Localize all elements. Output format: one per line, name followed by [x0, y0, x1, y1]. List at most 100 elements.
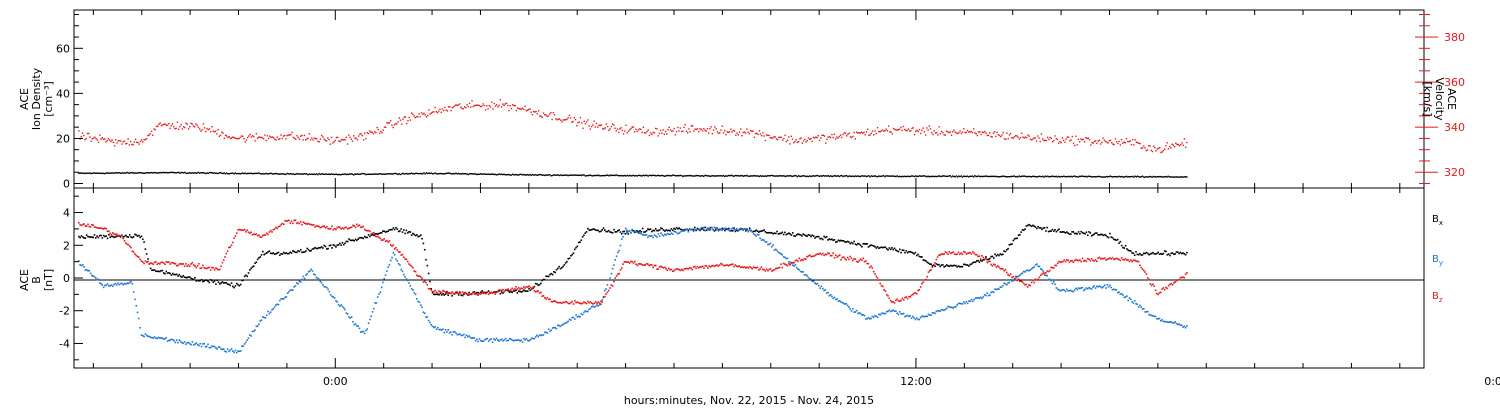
data-point — [440, 294, 443, 296]
data-point — [306, 273, 309, 275]
data-point — [870, 265, 872, 268]
data-point — [677, 232, 679, 235]
data-point — [749, 175, 752, 177]
data-point — [101, 172, 103, 174]
data-point — [212, 172, 214, 174]
data-point — [1114, 138, 1117, 140]
data-point — [1170, 252, 1173, 255]
data-point — [563, 174, 566, 177]
data-point — [974, 132, 976, 134]
data-point — [476, 173, 478, 176]
data-point — [489, 173, 492, 176]
data-point — [603, 128, 605, 130]
data-point — [345, 173, 347, 176]
data-point — [194, 126, 196, 128]
data-point — [842, 302, 845, 305]
data-point — [416, 297, 418, 300]
data-point — [1002, 131, 1004, 134]
data-point — [496, 290, 499, 293]
data-point — [756, 175, 758, 177]
data-point — [1159, 146, 1161, 149]
data-point — [366, 229, 369, 232]
data-point — [987, 294, 990, 297]
data-point — [795, 234, 798, 236]
data-point — [226, 135, 228, 137]
magnetic-x-ticks — [92, 188, 1401, 368]
data-point — [761, 238, 764, 241]
data-point — [1165, 144, 1167, 147]
data-point — [1083, 141, 1086, 143]
data-point — [117, 234, 119, 237]
data-point — [985, 175, 987, 177]
data-point — [844, 303, 846, 305]
data-point — [777, 175, 779, 177]
data-point — [1107, 142, 1109, 144]
data-point — [1005, 138, 1007, 140]
data-point — [315, 225, 318, 227]
data-point — [819, 252, 821, 255]
data-point — [559, 325, 562, 328]
data-point — [652, 236, 654, 239]
data-point — [794, 174, 796, 177]
data-point — [782, 256, 785, 258]
data-point — [153, 336, 156, 338]
data-point — [170, 261, 173, 264]
data-point — [688, 267, 691, 269]
data-point — [1032, 175, 1034, 178]
data-point — [196, 265, 199, 267]
data-point — [221, 281, 224, 283]
data-point — [81, 132, 84, 134]
data-point — [979, 131, 981, 133]
data-point — [737, 229, 739, 232]
data-point — [991, 175, 993, 178]
data-point — [694, 229, 696, 231]
data-point — [742, 228, 744, 231]
data-point — [1184, 273, 1187, 275]
data-point — [992, 291, 995, 294]
data-point — [806, 175, 808, 177]
data-point — [114, 282, 117, 285]
data-point — [700, 228, 703, 231]
data-point — [1182, 252, 1184, 254]
data-point — [487, 293, 490, 296]
data-point — [464, 336, 466, 339]
data-point — [538, 292, 541, 294]
data-point — [565, 174, 567, 176]
data-point — [494, 105, 497, 107]
data-point — [88, 132, 90, 135]
data-point — [182, 126, 185, 128]
data-point — [145, 261, 148, 263]
data-point — [1126, 259, 1128, 261]
data-point — [361, 330, 363, 333]
data-point — [121, 172, 123, 174]
data-point — [1004, 283, 1007, 285]
data-point — [339, 226, 341, 229]
data-point — [333, 227, 336, 230]
data-point — [790, 234, 793, 236]
data-point — [535, 110, 537, 113]
data-point — [830, 175, 832, 177]
data-point — [436, 173, 439, 175]
data-point — [903, 128, 906, 131]
data-point — [731, 227, 734, 229]
data-point — [579, 241, 581, 243]
magnetic-data-points — [78, 219, 1188, 354]
data-point — [573, 248, 576, 251]
data-point — [175, 339, 178, 342]
data-point — [170, 274, 173, 276]
data-point — [1182, 326, 1184, 328]
data-point — [323, 285, 326, 288]
data-point — [268, 231, 271, 233]
data-point — [324, 139, 327, 142]
data-point — [981, 297, 983, 300]
data-point — [931, 175, 933, 178]
data-point — [651, 235, 653, 237]
data-point — [1165, 250, 1167, 253]
series-By — [78, 226, 1188, 354]
data-point — [204, 267, 207, 270]
data-point — [85, 234, 88, 236]
data-point — [527, 339, 529, 342]
data-point — [907, 128, 910, 130]
data-point — [650, 132, 652, 134]
data-point — [687, 230, 690, 233]
